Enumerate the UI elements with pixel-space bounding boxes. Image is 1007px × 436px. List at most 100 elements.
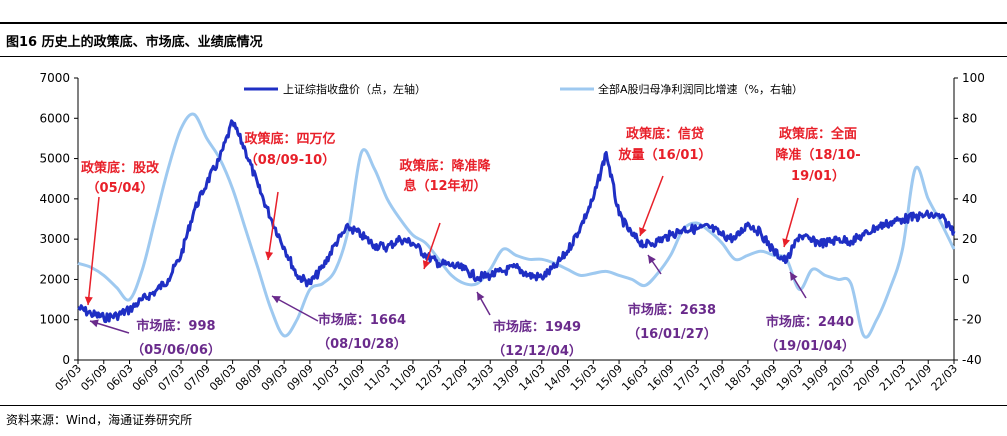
x-tick-label: 12/09 xyxy=(439,362,471,394)
annotation-arrow-line xyxy=(87,196,100,306)
source-note: 资料来源：Wind，海通证券研究所 xyxy=(6,413,193,427)
policy-annotation-text: （08/09-10） xyxy=(245,152,335,168)
x-tick-label: 17/03 xyxy=(671,362,703,394)
annotation-arrow-head xyxy=(648,255,656,264)
x-tick-label: 08/03 xyxy=(207,362,239,394)
x-tick-label: 19/09 xyxy=(800,362,832,394)
profit-growth-line xyxy=(77,112,956,339)
market-annotation-text: 市场底：998 xyxy=(136,318,215,334)
market-annotation-text: （16/01/27） xyxy=(627,326,717,342)
annotation-arrow-head xyxy=(639,227,647,236)
x-tick-label: 10/09 xyxy=(336,362,368,394)
x-tick-label: 20/03 xyxy=(825,362,857,394)
x-tick-label: 15/03 xyxy=(568,362,600,394)
x-tick-label: 06/03 xyxy=(104,362,136,394)
x-tick-label: 20/09 xyxy=(851,362,883,394)
x-tick-label: 11/03 xyxy=(362,362,394,394)
annotation-arrow-line xyxy=(423,222,441,270)
y-right-tick-label: 80 xyxy=(962,111,977,125)
market-annotation-text: 市场底：1949 xyxy=(493,319,581,335)
policy-annotation-text: 放量（16/01） xyxy=(618,147,712,163)
x-tick-label: 10/03 xyxy=(310,362,342,394)
market-bottom-annotation: 市场底：1949 （12/12/04） xyxy=(476,291,582,359)
x-tick-label: 09/09 xyxy=(284,362,316,394)
y-left-tick-label: 1000 xyxy=(39,313,70,327)
top-rule xyxy=(0,22,1007,24)
legend-label-index: 上证综指收盘价（点，左轴） xyxy=(283,82,426,96)
annotation-arrow-line xyxy=(267,191,279,261)
y-left-tick-label: 4000 xyxy=(39,192,70,206)
y-left-tick-label: 2000 xyxy=(39,272,70,286)
y-right-tick-label: -20 xyxy=(962,313,982,327)
series-layer xyxy=(77,112,956,339)
market-bottom-annotation: 市场底：998 （05/06/06） xyxy=(89,318,221,358)
legend-label-profit: 全部A股归母净利润同比增速（%，右轴） xyxy=(598,82,803,96)
x-tick-label: 13/03 xyxy=(465,362,497,394)
y-left-tick-label: 5000 xyxy=(39,152,70,166)
market-annotation-text: 市场底：2638 xyxy=(628,302,716,318)
y-right-tick-label: 100 xyxy=(962,71,985,85)
annotation-arrow-head xyxy=(272,296,281,304)
annotation-arrow-line xyxy=(783,197,799,248)
y-left-tick-label: 0 xyxy=(62,353,70,367)
x-tick-label: 08/09 xyxy=(233,362,265,394)
policy-bottom-annotation: 政策底：股改 （05/04） xyxy=(81,160,160,306)
market-bottom-annotation: 市场底：1664 （08/10/28） xyxy=(271,295,407,352)
x-tick-label: 21/09 xyxy=(903,362,935,394)
x-tick-label: 13/09 xyxy=(491,362,523,394)
y-right-tick-label: 20 xyxy=(962,232,977,246)
policy-annotation-text: （05/04） xyxy=(87,180,154,196)
y-right-tick-label: 0 xyxy=(962,272,970,286)
x-tick-label: 11/09 xyxy=(387,362,419,394)
x-tick-label: 16/03 xyxy=(619,362,651,394)
policy-annotation-text: 降准（18/10- xyxy=(775,147,860,163)
y-right-tick-label: 60 xyxy=(962,152,977,166)
sse-index-line xyxy=(77,119,956,324)
annotation-arrow-line xyxy=(271,295,319,322)
x-tick-label: 18/09 xyxy=(748,362,780,394)
x-tick-label: 14/09 xyxy=(542,362,574,394)
title-rule xyxy=(0,56,1007,57)
y-right-tick-label: -40 xyxy=(962,353,982,367)
market-annotation-text: （12/12/04） xyxy=(492,343,582,359)
bottom-rule xyxy=(0,405,1007,406)
annotation-arrow-head xyxy=(84,296,93,305)
x-tick-label: 07/09 xyxy=(181,362,213,394)
annotations: 政策底：股改 （05/04） 政策底：四万亿 （08/09-10） 政策底：降准降息（1… xyxy=(81,126,861,359)
market-bottom-annotation: 市场底：2440 （19/01/04） xyxy=(765,271,855,354)
x-tick-label: 09/03 xyxy=(259,362,291,394)
annotation-arrow-head xyxy=(422,260,431,269)
annotation-arrow-head xyxy=(265,251,274,260)
policy-annotation-text: 政策底：降准降 xyxy=(399,158,491,174)
x-tick-label: 06/09 xyxy=(130,362,162,394)
x-tick-label: 05/09 xyxy=(78,362,110,394)
y-right-tick-label: 40 xyxy=(962,192,977,206)
chart-area: 0 1000 2000 3000 4000 5000 6000 7000 -40 -20 0 20 40… xyxy=(39,71,985,394)
x-tick-label: 22/03 xyxy=(929,362,961,394)
x-tick-label: 19/03 xyxy=(774,362,806,394)
x-tick-label: 12/03 xyxy=(413,362,445,394)
policy-annotation-text: 政策底：股改 xyxy=(81,160,160,176)
x-tick-label: 16/09 xyxy=(645,362,677,394)
figure-title: 图16 历史上的政策底、市场底、业绩底情况 xyxy=(6,35,263,50)
annotation-arrow-head xyxy=(790,272,798,281)
market-annotation-text: 市场底：1664 xyxy=(318,312,406,328)
annotation-arrow-head xyxy=(90,319,99,328)
y-left-tick-label: 7000 xyxy=(39,71,70,85)
x-tick-label: 18/03 xyxy=(722,362,754,394)
policy-annotation-text: 政策底：四万亿 xyxy=(244,131,335,147)
market-annotation-text: （08/10/28） xyxy=(317,336,407,352)
x-tick-label: 14/03 xyxy=(516,362,548,394)
policy-annotation-text: 19/01） xyxy=(791,168,845,184)
y-left-tick-label: 6000 xyxy=(39,111,70,125)
policy-annotation-text: 政策底：全面 xyxy=(779,126,857,142)
policy-annotation-text: 政策底：信贷 xyxy=(626,126,704,142)
policy-annotation-text: 息（12年初） xyxy=(403,178,486,194)
market-bottom-annotation: 市场底：2638 （16/01/27） xyxy=(627,254,717,342)
legend: 上证综指收盘价（点，左轴） 全部A股归母净利润同比增速（%，右轴） xyxy=(244,82,803,96)
annotation-arrow-line xyxy=(639,175,664,237)
market-annotation-text: （05/06/06） xyxy=(131,342,221,358)
